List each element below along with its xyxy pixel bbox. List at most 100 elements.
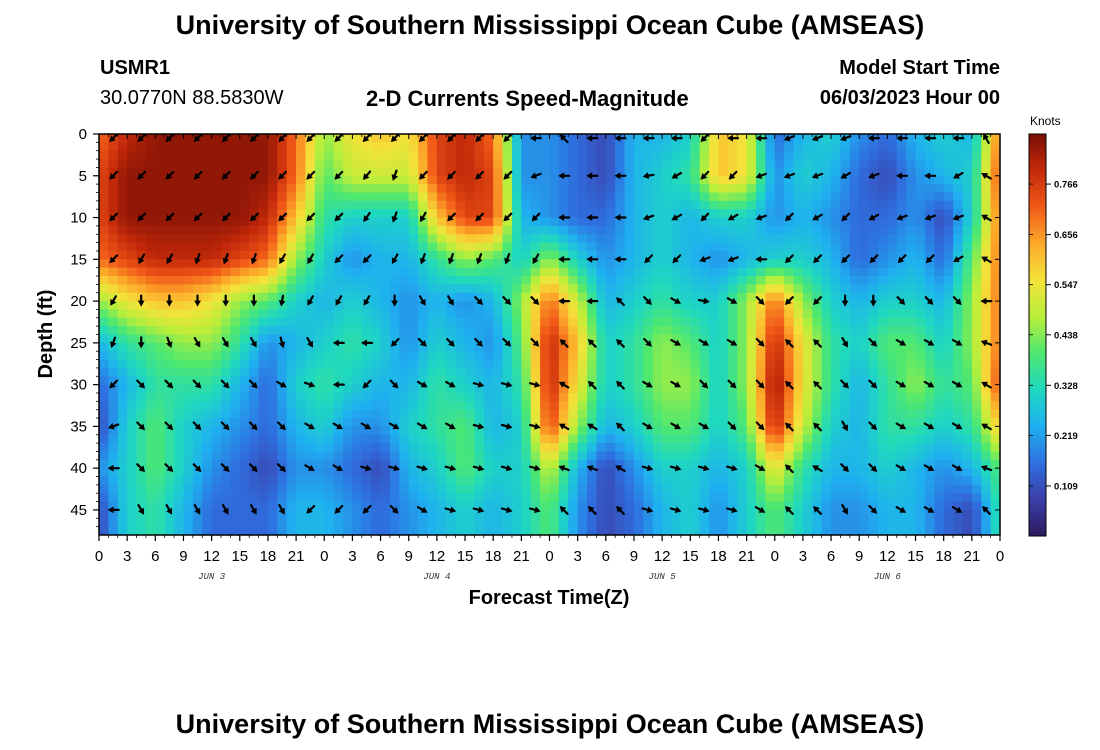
heatmap-cell [314,384,325,394]
heatmap-cell [418,242,429,252]
heatmap-cell [962,367,973,377]
heatmap-cell [333,200,344,210]
heatmap-cell [267,225,278,235]
heatmap-cell [183,501,194,511]
heatmap-cell [924,200,935,210]
heatmap-cell [821,159,832,169]
heatmap-cell [802,518,813,528]
heatmap-cell [155,284,166,294]
heatmap-cell [483,159,494,169]
heatmap-cell [877,493,888,503]
heatmap-cell [418,150,429,160]
heatmap-cell [436,309,447,319]
current-arrow [981,423,992,431]
heatmap-cell [558,451,569,461]
heatmap-cell [643,384,654,394]
heatmap-cell [183,451,194,461]
heatmap-cell [127,301,138,311]
heatmap-cell [680,292,691,302]
heatmap-cell [155,200,166,210]
current-arrow [868,463,878,473]
heatmap-cell [821,142,832,152]
heatmap-cell [380,484,391,494]
heatmap-cell [521,351,532,361]
heatmap-cell [202,334,213,344]
heatmap-cell [155,367,166,377]
heatmap-cell [868,384,879,394]
heatmap-cell [145,426,156,436]
heatmap-cell [962,451,973,461]
heatmap-cell [953,259,964,269]
heatmap-cell [577,367,588,377]
heatmap-cell [774,484,785,494]
heatmap-cell [605,292,616,302]
heatmap-cell [286,134,297,143]
heatmap-cell [943,242,954,252]
heatmap-cell [436,459,447,469]
heatmap-cell [793,292,804,302]
heatmap-cell [540,342,551,352]
heatmap-cell [896,225,907,235]
heatmap-cell [399,250,410,260]
heatmap-cell [802,484,813,494]
heatmap-cell [746,401,757,411]
heatmap-cell [577,376,588,386]
heatmap-cell [380,192,391,202]
heatmap-cell [324,392,335,402]
heatmap-cell [737,493,748,503]
heatmap-cell [633,434,644,444]
heatmap-cell [821,359,832,369]
heatmap-cell [436,376,447,386]
heatmap-cell [446,451,457,461]
heatmap-cell [511,468,522,478]
heatmap-cell [605,184,616,194]
heatmap-cell [859,150,870,160]
heatmap-cell [361,225,372,235]
heatmap-cell [793,459,804,469]
heatmap-cell [127,426,138,436]
heatmap-cell [455,392,466,402]
heatmap-cell [737,334,748,344]
current-arrow [614,172,627,180]
heatmap-cell [727,184,738,194]
heatmap-cell [812,359,823,369]
heatmap-cell [709,351,720,361]
heatmap-cell [202,326,213,336]
current-arrow [388,464,400,472]
heatmap-cell [587,426,598,436]
heatmap-cell [577,351,588,361]
heatmap-cell [202,418,213,427]
current-arrow [332,422,344,430]
heatmap-cell [605,518,616,528]
heatmap-cell [896,351,907,361]
heatmap-cell [887,476,898,486]
heatmap-cell [877,167,888,177]
heatmap-cell [737,259,748,269]
heatmap-cell [906,518,917,528]
heatmap-cell [361,434,372,444]
heatmap-cell [943,167,954,177]
heatmap-cell [568,376,579,386]
heatmap-cell [99,175,109,185]
current-arrow [248,379,258,389]
heatmap-cell [511,426,522,436]
heatmap-cell [483,451,494,461]
heatmap-cell [831,426,842,436]
heatmap-cell [183,225,194,235]
heatmap-cell [221,418,231,427]
heatmap-cell [549,200,560,210]
heatmap-cell [652,493,663,503]
heatmap-cell [483,276,494,285]
heatmap-cell [371,426,382,436]
heatmap-cell [821,401,832,411]
heatmap-cell [277,401,288,411]
heatmap-cell [831,351,842,361]
heatmap-cell [343,359,354,369]
current-arrow [755,296,765,305]
heatmap-cell [267,526,278,535]
heatmap-cell [418,326,429,336]
heatmap-cell [511,217,522,227]
heatmap-cell [108,426,119,436]
heatmap-cell [258,150,269,160]
heatmap-cell [671,326,682,336]
